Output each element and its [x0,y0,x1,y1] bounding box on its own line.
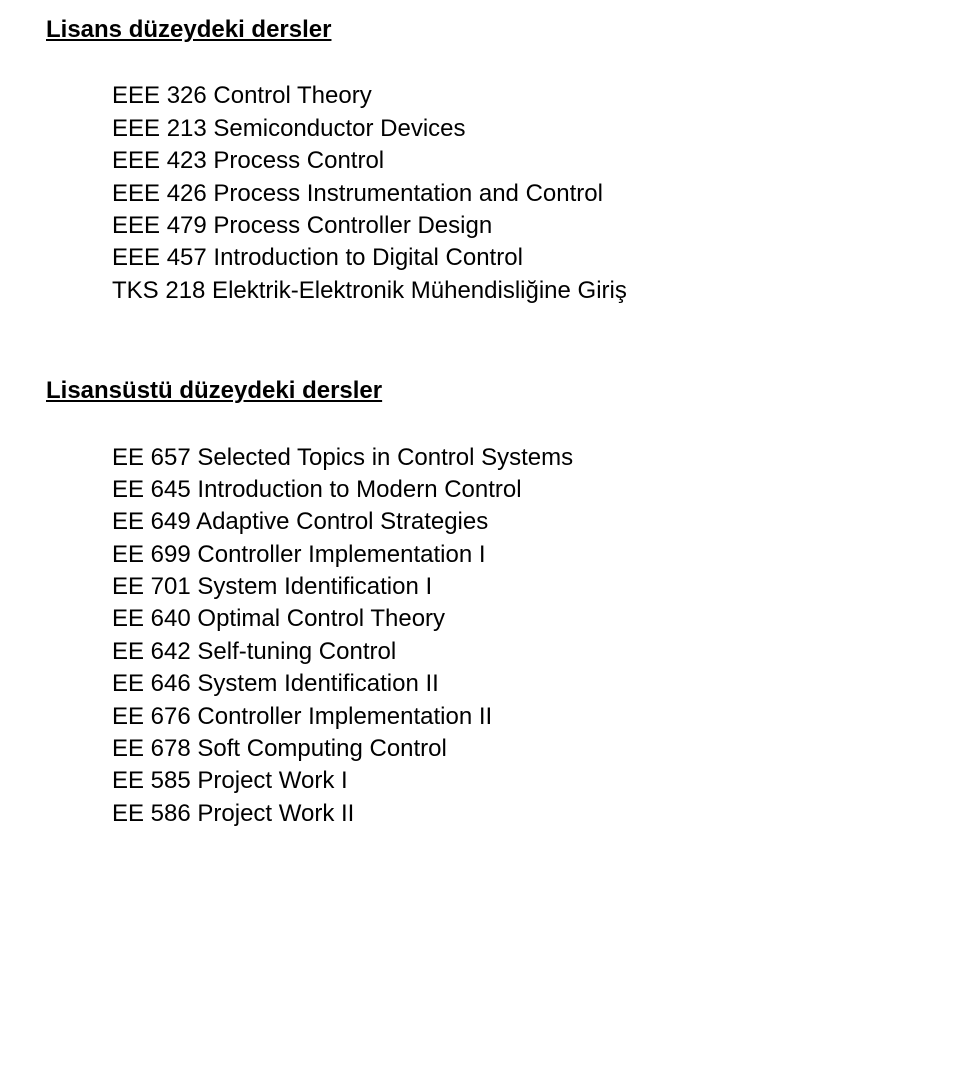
course-item: EE 585 Project Work I [112,765,914,797]
course-item: EE 676 Controller Implementation II [112,701,914,733]
course-item: EE 678 Soft Computing Control [112,733,914,765]
course-item: EE 586 Project Work II [112,798,914,830]
course-item: EEE 423 Process Control [112,145,914,177]
course-item: EEE 457 Introduction to Digital Control [112,242,914,274]
course-item: EEE 426 Process Instrumentation and Cont… [112,178,914,210]
course-item: EEE 213 Semiconductor Devices [112,113,914,145]
spacer [46,307,914,375]
course-item: TKS 218 Elektrik-Elektronik Mühendisliği… [112,275,914,307]
course-item: EE 646 System Identification II [112,668,914,700]
course-item: EE 640 Optimal Control Theory [112,603,914,635]
spacer [46,46,914,80]
course-item: EE 642 Self-tuning Control [112,636,914,668]
section-heading-undergrad: Lisans düzeydeki dersler [46,14,914,46]
course-item: EEE 479 Process Controller Design [112,210,914,242]
course-item: EE 645 Introduction to Modern Control [112,474,914,506]
course-item: EE 657 Selected Topics in Control System… [112,442,914,474]
section-heading-grad: Lisansüstü düzeydeki dersler [46,375,914,407]
course-item: EE 699 Controller Implementation I [112,539,914,571]
spacer [46,408,914,442]
undergrad-course-list: EEE 326 Control Theory EEE 213 Semicondu… [46,80,914,307]
document-page: Lisans düzeydeki dersler EEE 326 Control… [0,0,960,1069]
course-item: EE 701 System Identification I [112,571,914,603]
course-item: EE 649 Adaptive Control Strategies [112,506,914,538]
course-item: EEE 326 Control Theory [112,80,914,112]
grad-course-list: EE 657 Selected Topics in Control System… [46,442,914,831]
